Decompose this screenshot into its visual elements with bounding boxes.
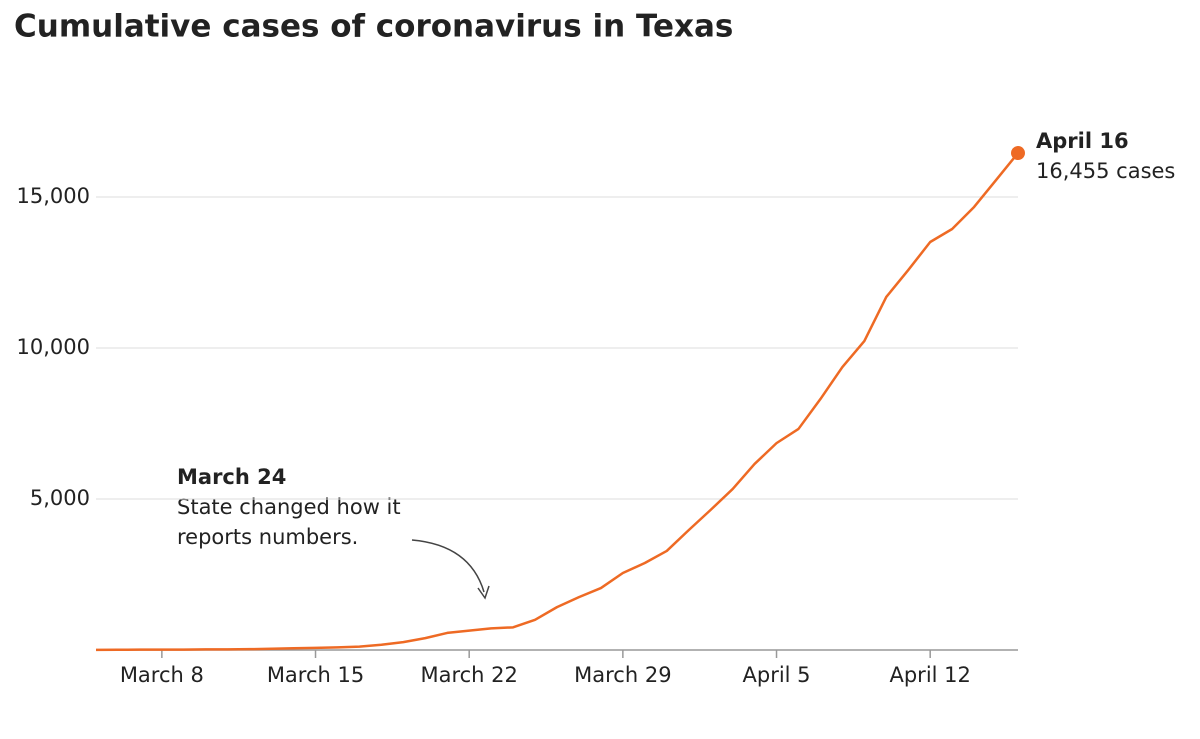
- annotation-arrow: [411, 539, 485, 593]
- chart-title: Cumulative cases of coronavirus in Texas: [14, 9, 733, 45]
- line: [95, 152, 1019, 652]
- annotation-text: reports numbers.: [177, 525, 358, 549]
- x-tick-label: April 5: [743, 663, 811, 687]
- x-tick-label: March 29: [574, 663, 671, 687]
- x-tick-label: March 15: [267, 663, 364, 687]
- end-label-title: April 16: [1036, 129, 1129, 153]
- y-tick-label: 5,000: [30, 486, 90, 510]
- y-tick-label: 10,000: [17, 335, 90, 359]
- annotation-arrowhead: [477, 585, 490, 600]
- x-tick-label: March 22: [420, 663, 517, 687]
- end-dot: [1011, 146, 1025, 161]
- x-tick-label: March 8: [120, 663, 204, 687]
- y-tick-label: 15,000: [17, 184, 90, 208]
- end-label-text: 16,455 cases: [1036, 159, 1175, 183]
- annotation-title: March 24: [177, 465, 286, 489]
- x-tick-label: April 12: [889, 663, 970, 687]
